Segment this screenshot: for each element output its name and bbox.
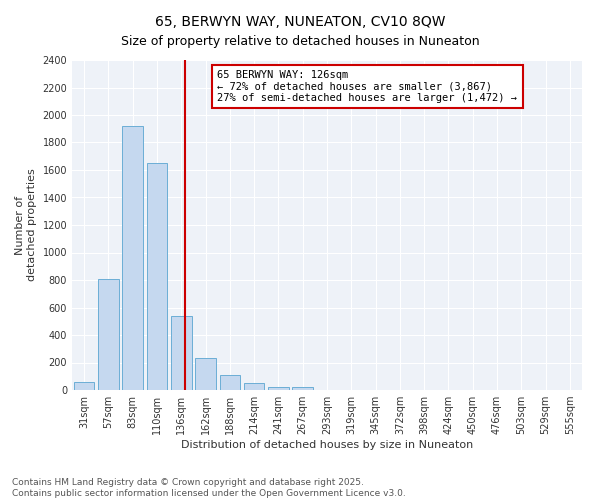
Text: 65 BERWYN WAY: 126sqm
← 72% of detached houses are smaller (3,867)
27% of semi-d: 65 BERWYN WAY: 126sqm ← 72% of detached … [217, 70, 517, 103]
Bar [74, 382, 94, 390]
Bar [292, 387, 313, 390]
Text: Contains HM Land Registry data © Crown copyright and database right 2025.
Contai: Contains HM Land Registry data © Crown c… [12, 478, 406, 498]
Bar [98, 278, 119, 390]
X-axis label: Distribution of detached houses by size in Nuneaton: Distribution of detached houses by size … [181, 440, 473, 450]
Bar [244, 383, 265, 390]
Bar [195, 358, 216, 390]
Bar [220, 375, 240, 390]
Bar [146, 163, 167, 390]
Bar [268, 386, 289, 390]
Bar [171, 316, 191, 390]
Y-axis label: Number of
detached properties: Number of detached properties [15, 168, 37, 281]
Text: 65, BERWYN WAY, NUNEATON, CV10 8QW: 65, BERWYN WAY, NUNEATON, CV10 8QW [155, 15, 445, 29]
Text: Size of property relative to detached houses in Nuneaton: Size of property relative to detached ho… [121, 35, 479, 48]
Bar [122, 126, 143, 390]
